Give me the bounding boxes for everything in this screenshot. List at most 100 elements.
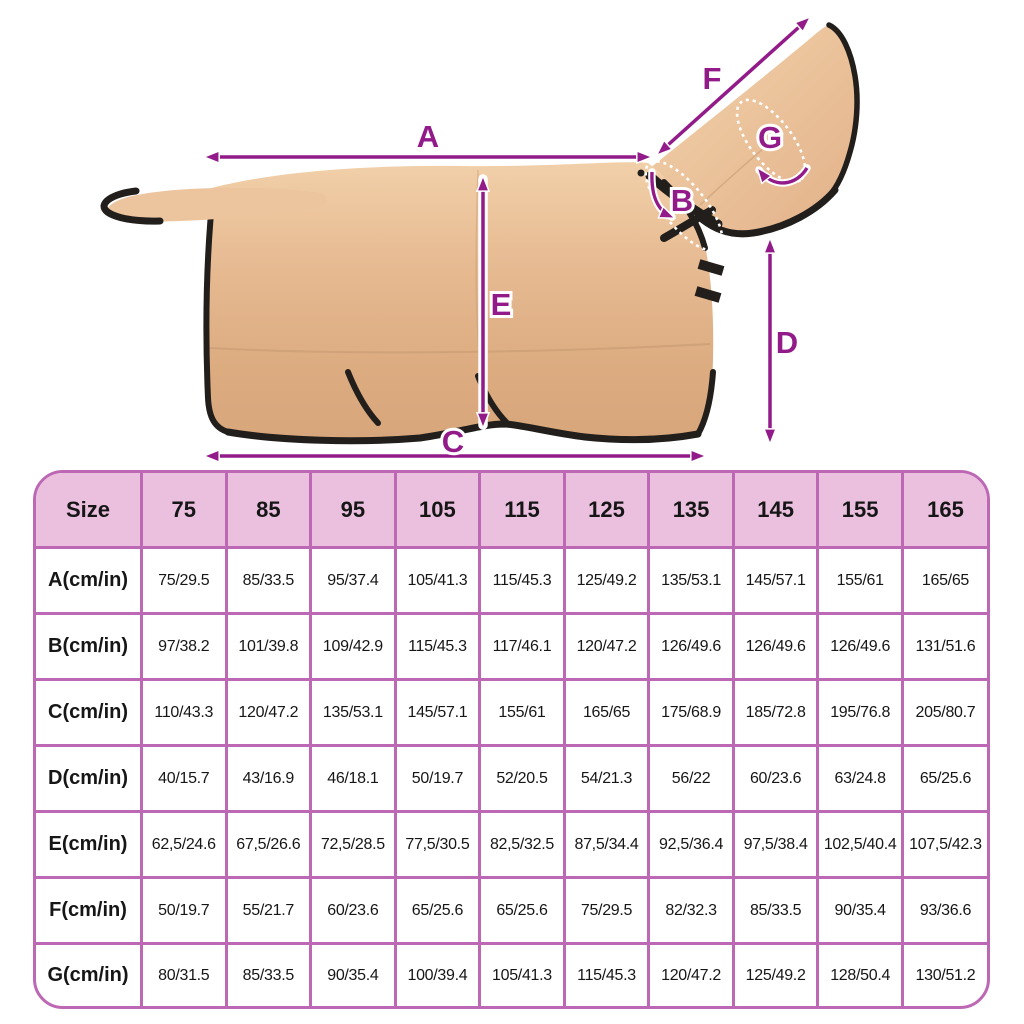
size-table-container: Size 75 85 95 105 115 125 135 145 155 165 A(cm/in)… [33,470,990,1009]
tail-flap-trim [100,187,164,225]
size-value-cell: 128/50.4 [816,942,904,1006]
collar-strap-2 [660,206,716,242]
size-table-head: Size 75 85 95 105 115 125 135 145 155 165 [36,473,987,549]
size-column-header: 75 [140,473,228,549]
size-value-cell: 120/47.2 [647,942,735,1006]
size-column-header: 115 [478,473,566,549]
size-value-cell: 67,5/26.6 [224,810,313,880]
size-value-cell: 145/57.1 [393,678,482,748]
size-value-cell: 65/25.6 [393,876,482,946]
size-value-cell: 105/41.3 [478,942,566,1006]
collar-tab [637,169,645,177]
size-value-cell: 85/33.5 [224,545,313,616]
size-value-cell: 126/49.6 [816,612,904,682]
size-value-cell: 50/19.7 [393,744,482,814]
size-value-cell: 126/49.6 [647,612,735,682]
measure-label-b: B [671,183,693,218]
size-column-header: 155 [816,473,904,549]
neck-edge-trim [826,22,860,199]
measure-arrow-f [654,14,813,158]
size-value-cell: 65/25.6 [900,744,987,814]
row-label: G(cm/in) [36,942,143,1006]
measure-label-a: A [417,119,439,154]
size-value-cell: 87,5/34.4 [562,810,651,880]
size-column-header: 95 [309,473,397,549]
size-header-cell: Size [36,473,143,549]
measure-arrow-b [650,171,672,217]
size-value-cell: 135/53.1 [309,678,397,748]
table-row: B(cm/in) 97/38.2 101/39.8 109/42.9 115/45.3 1… [36,612,987,682]
size-value-cell: 185/72.8 [731,678,820,748]
size-value-cell: 97/38.2 [140,612,228,682]
size-value-cell: 115/45.3 [562,942,651,1006]
size-value-cell: 107,5/42.3 [900,810,987,880]
size-value-cell: 95/37.4 [309,545,397,616]
size-value-cell: 115/45.3 [478,545,566,616]
chest-strap-top [697,259,725,276]
row-label: F(cm/in) [36,876,143,946]
size-value-cell: 109/42.9 [309,612,397,682]
size-column-header: 85 [224,473,313,549]
size-value-cell: 115/45.3 [393,612,482,682]
size-value-cell: 145/57.1 [731,545,820,616]
size-value-cell: 120/47.2 [562,612,651,682]
header-row: Size 75 85 95 105 115 125 135 145 155 165 [36,473,987,549]
size-table-body: A(cm/in) 75/29.5 85/33.5 95/37.4 105/41.3 115… [36,545,987,1006]
size-value-cell: 90/35.4 [816,876,904,946]
blanket-measurement-diagram: A B C D E F G [100,14,860,470]
size-value-cell: 110/43.3 [140,678,228,748]
measure-label-e: E [491,287,512,322]
size-value-cell: 102,5/40.4 [816,810,904,880]
row-label: A(cm/in) [36,545,143,616]
size-column-header: 105 [393,473,482,549]
size-value-cell: 155/61 [478,678,566,748]
table-row: F(cm/in) 50/19.7 55/21.7 60/23.6 65/25.6 65/2… [36,876,987,946]
size-value-cell: 100/39.4 [393,942,482,1006]
size-value-cell: 165/65 [562,678,651,748]
row-label: D(cm/in) [36,744,143,814]
size-value-cell: 63/24.8 [816,744,904,814]
measure-label-c: C [442,424,464,459]
table-row: C(cm/in) 110/43.3 120/47.2 135/53.1 145/57.1… [36,678,987,748]
size-value-cell: 165/65 [900,545,987,616]
size-value-cell: 126/49.6 [731,612,820,682]
size-value-cell: 155/61 [816,545,904,616]
size-value-cell: 46/18.1 [309,744,397,814]
size-value-cell: 80/31.5 [140,942,228,1006]
size-value-cell: 43/16.9 [224,744,313,814]
size-value-cell: 85/33.5 [731,876,820,946]
belly-strap-left [345,369,381,426]
size-value-cell: 125/49.2 [731,942,820,1006]
size-value-cell: 93/36.6 [900,876,987,946]
body-seam [207,343,711,354]
size-value-cell: 105/41.3 [393,545,482,616]
size-value-cell: 75/29.5 [140,545,228,616]
size-value-cell: 52/20.5 [478,744,566,814]
size-value-cell: 60/23.6 [309,876,397,946]
size-value-cell: 92,5/36.4 [647,810,735,880]
table-row: E(cm/in) 62,5/24.6 67,5/26.6 72,5/28.5 77,5/… [36,810,987,880]
neck-base-girth-b [644,159,724,253]
size-value-cell: 101/39.8 [224,612,313,682]
size-value-cell: 55/21.7 [224,876,313,946]
measure-label-d: D [776,325,798,360]
size-value-cell: 75/29.5 [562,876,651,946]
chest-strap-bottom [694,286,722,303]
size-value-cell: 175/68.9 [647,678,735,748]
size-value-cell: 205/80.7 [900,678,987,748]
size-value-cell: 50/19.7 [140,876,228,946]
rear-edge-trim [203,189,231,435]
measure-label-g: G [758,120,782,155]
size-value-cell: 77,5/30.5 [393,810,482,880]
size-value-cell: 62,5/24.6 [140,810,228,880]
table-row: G(cm/in) 80/31.5 85/33.5 90/35.4 100/39.4 105… [36,942,987,1006]
size-value-cell: 131/51.6 [900,612,987,682]
row-label: C(cm/in) [36,678,143,748]
measure-label-f: F [703,61,722,96]
size-value-cell: 72,5/28.5 [309,810,397,880]
size-column-header: 165 [900,473,987,549]
size-value-cell: 40/15.7 [140,744,228,814]
table-row: A(cm/in) 75/29.5 85/33.5 95/37.4 105/41.3 115… [36,545,987,616]
table-row: D(cm/in) 40/15.7 43/16.9 46/18.1 50/19.7 52/2… [36,744,987,814]
